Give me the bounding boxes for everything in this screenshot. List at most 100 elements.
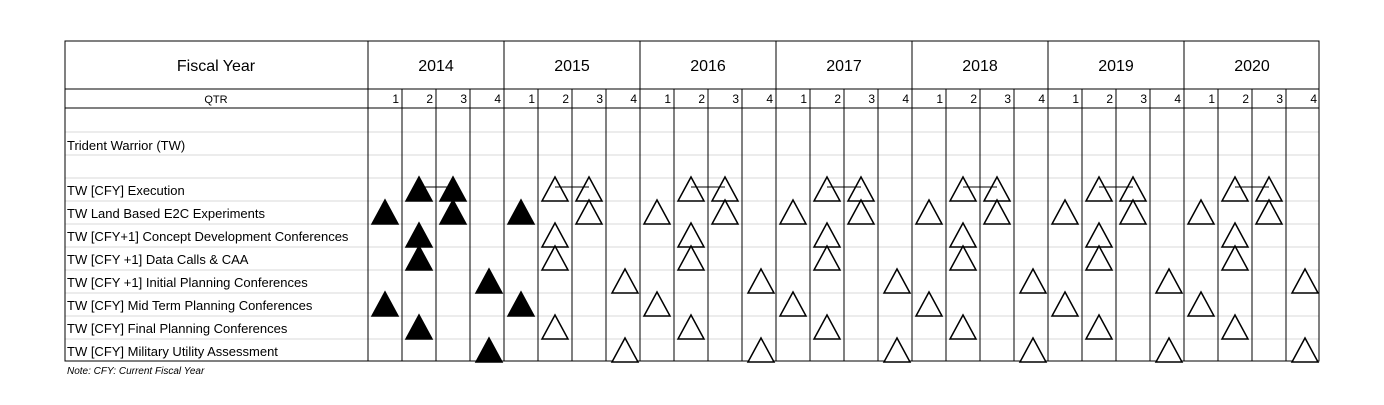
planned-milestone-icon (540, 221, 570, 248)
completed-milestone-icon (404, 313, 434, 340)
planned-milestone-icon (846, 175, 876, 202)
planned-milestone-icon (1050, 198, 1080, 225)
quarter-header: 4 (630, 92, 637, 106)
planned-milestone-icon (1118, 198, 1148, 225)
row-label: TW [CFY+1] Concept Development Conferenc… (67, 229, 349, 244)
planned-milestone-icon (1084, 313, 1114, 340)
planned-milestone-icon (1018, 336, 1048, 363)
planned-milestone-icon (1254, 198, 1284, 225)
planned-milestone-icon (882, 267, 912, 294)
planned-milestone-icon (1220, 313, 1250, 340)
planned-milestone-icon (812, 313, 842, 340)
planned-milestone-icon (1220, 244, 1250, 271)
year-header: 2020 (1234, 58, 1270, 75)
year-header: 2014 (418, 58, 454, 75)
row-label: TW [CFY] Mid Term Planning Conferences (67, 298, 313, 313)
planned-milestone-icon (610, 267, 640, 294)
row-label: TW [CFY] Execution (67, 183, 185, 198)
row-label: TW [CFY] Military Utility Assessment (67, 344, 278, 359)
quarter-header: 3 (868, 92, 875, 106)
quarter-header: 2 (970, 92, 977, 106)
fiscal-year-label: Fiscal Year (177, 58, 256, 75)
quarter-header: 3 (732, 92, 739, 106)
planned-milestone-icon (1154, 267, 1184, 294)
planned-milestone-icon (812, 175, 842, 202)
completed-milestone-icon (438, 198, 468, 225)
planned-milestone-icon (1186, 290, 1216, 317)
planned-milestone-icon (710, 198, 740, 225)
completed-milestone-icon (404, 175, 434, 202)
quarter-header: 1 (936, 92, 943, 106)
completed-milestone-icon (370, 198, 400, 225)
planned-milestone-icon (1118, 175, 1148, 202)
quarter-header: 2 (698, 92, 705, 106)
quarter-header: 2 (834, 92, 841, 106)
planned-milestone-icon (574, 175, 604, 202)
row-label: TW [CFY] Final Planning Conferences (67, 321, 288, 336)
planned-milestone-icon (1220, 221, 1250, 248)
planned-milestone-icon (1018, 267, 1048, 294)
quarter-header: 4 (766, 92, 773, 106)
completed-milestone-icon (474, 267, 504, 294)
planned-milestone-icon (1220, 175, 1250, 202)
planned-milestone-icon (914, 198, 944, 225)
planned-milestone-icon (778, 290, 808, 317)
planned-milestone-icon (1290, 267, 1320, 294)
quarter-header: 3 (460, 92, 467, 106)
milestone-marks (370, 175, 1320, 363)
quarter-header: 1 (800, 92, 807, 106)
planned-milestone-icon (1050, 290, 1080, 317)
quarter-header: 3 (1140, 92, 1147, 106)
row-label: TW [CFY +1] Data Calls & CAA (67, 252, 249, 267)
qtr-label: QTR (204, 94, 227, 106)
planned-milestone-icon (948, 221, 978, 248)
planned-milestone-icon (676, 175, 706, 202)
completed-milestone-icon (404, 244, 434, 271)
quarter-header: 3 (1276, 92, 1283, 106)
year-header: 2017 (826, 58, 862, 75)
quarter-header: 2 (1242, 92, 1249, 106)
planned-milestone-icon (676, 313, 706, 340)
quarter-header: 4 (1038, 92, 1045, 106)
row-labels: TW [CFY] Execution TW Land Based E2C Expe… (67, 183, 349, 359)
planned-milestone-icon (642, 198, 672, 225)
planned-milestone-icon (914, 290, 944, 317)
quarter-header: 1 (1208, 92, 1215, 106)
year-header: 2015 (554, 58, 590, 75)
planned-milestone-icon (676, 221, 706, 248)
planned-milestone-icon (574, 198, 604, 225)
footnote: Note: CFY: Current Fiscal Year (67, 366, 205, 377)
year-header: 2019 (1098, 58, 1134, 75)
completed-milestone-icon (370, 290, 400, 317)
completed-milestone-icon (404, 221, 434, 248)
section-title: Trident Warrior (TW) (67, 138, 185, 153)
quarter-header: 2 (1106, 92, 1113, 106)
planned-milestone-icon (610, 336, 640, 363)
completed-milestone-icon (474, 336, 504, 363)
planned-milestone-icon (812, 221, 842, 248)
table-border (64, 40, 1320, 362)
quarter-header: 4 (902, 92, 909, 106)
quarter-header: 2 (426, 92, 433, 106)
row-label: TW [CFY +1] Initial Planning Conferences (67, 275, 308, 290)
completed-milestone-icon (506, 198, 536, 225)
quarter-header: 1 (1072, 92, 1079, 106)
quarter-header: 1 (664, 92, 671, 106)
planned-milestone-icon (1084, 244, 1114, 271)
quarter-header: 1 (528, 92, 535, 106)
planned-milestone-icon (846, 198, 876, 225)
planned-milestone-icon (540, 313, 570, 340)
planned-milestone-icon (882, 336, 912, 363)
planned-milestone-icon (948, 244, 978, 271)
planned-milestone-icon (746, 336, 776, 363)
quarter-header: 3 (596, 92, 603, 106)
planned-milestone-icon (1154, 336, 1184, 363)
completed-milestone-icon (506, 290, 536, 317)
planned-milestone-icon (1186, 198, 1216, 225)
planned-milestone-icon (1290, 336, 1320, 363)
planned-milestone-icon (540, 244, 570, 271)
planned-milestone-icon (710, 175, 740, 202)
quarter-header: 2 (562, 92, 569, 106)
planned-milestone-icon (1254, 175, 1284, 202)
